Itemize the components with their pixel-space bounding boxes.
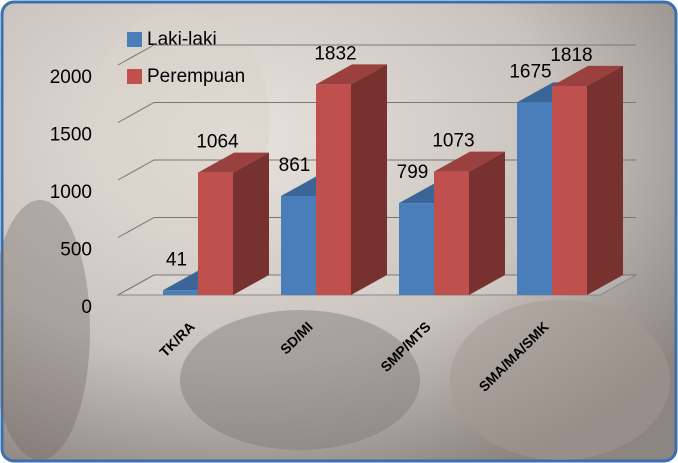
photo-shape [0,200,90,460]
bar-front [163,290,198,295]
legend-label: Perempuan [147,66,245,87]
value-label: 861 [279,155,311,176]
value-label: 41 [166,249,187,270]
y-tick-label: 0 [81,297,92,318]
bar-front [517,102,552,295]
grid-line [117,44,636,66]
value-label: 1818 [550,45,592,66]
bar-front [281,195,316,295]
bar-front [434,171,469,295]
bar-top [316,64,387,85]
bar-top [434,151,505,172]
value-label: 1064 [196,132,239,153]
bar-top [552,65,623,86]
value-label: 1675 [509,61,551,82]
value-label: 1832 [314,43,356,64]
bar-side [233,152,269,295]
bar [198,152,269,295]
y-tick-label: 500 [60,240,92,261]
value-label: 1073 [432,131,474,152]
bar [316,64,387,295]
bar-top [198,152,269,173]
bar [434,151,505,295]
y-tick-label: 1000 [50,182,92,203]
bar-front [399,203,434,295]
value-label: 799 [397,162,429,183]
bar-side [351,64,387,295]
legend-label: Laki-laki [147,29,217,50]
photo-shape [180,310,420,450]
legend-swatch [127,69,142,84]
photo-shape [450,300,670,460]
bar [552,65,623,296]
bar-side [587,65,623,296]
legend-swatch [127,32,142,47]
bar-front [316,84,351,295]
grid-line [117,102,636,123]
bar-front [198,172,233,295]
bar-front [552,85,587,296]
y-tick-label: 1500 [50,125,92,146]
y-tick-label: 2000 [50,67,92,88]
bar-side [469,151,505,295]
